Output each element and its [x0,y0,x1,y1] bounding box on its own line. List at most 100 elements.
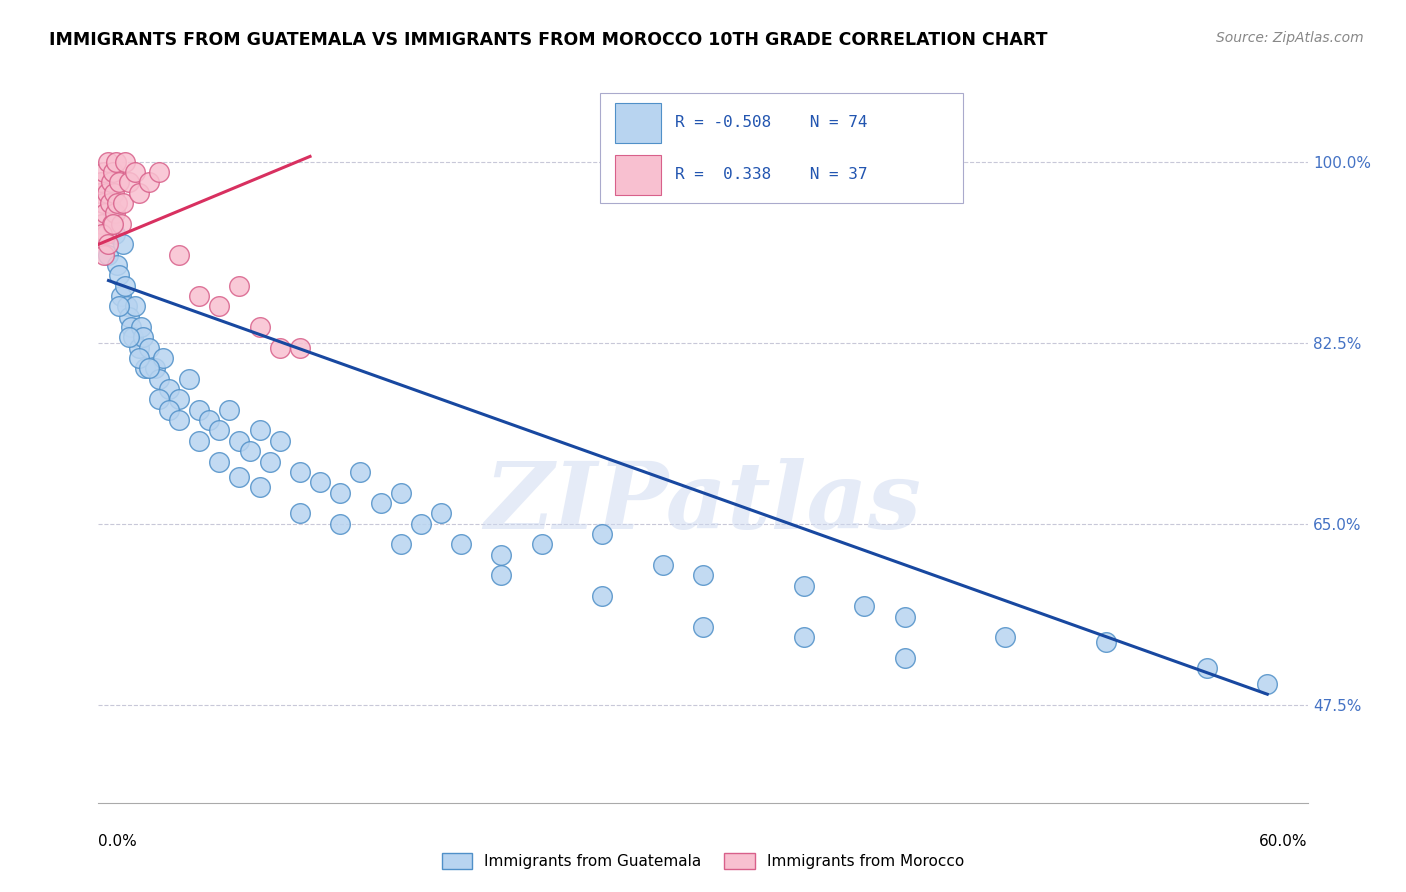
Point [91,227,114,241]
Point [389,485,412,500]
Point [167,392,190,407]
Point [115,299,138,313]
Text: IMMIGRANTS FROM GUATEMALA VS IMMIGRANTS FROM MOROCCO 10TH GRADE CORRELATION CHAR: IMMIGRANTS FROM GUATEMALA VS IMMIGRANTS … [49,31,1047,49]
Point [853,599,876,614]
Point [97,154,120,169]
Point [124,165,146,179]
Text: 60.0%: 60.0% [1260,834,1308,849]
Point [89,186,111,200]
Point [96,186,118,200]
Point [93,196,115,211]
Point [129,320,152,334]
Point [329,485,352,500]
Point [101,217,124,231]
Point [329,516,352,531]
Point [157,382,180,396]
Point [138,361,160,376]
FancyBboxPatch shape [614,155,661,194]
Point [692,568,714,582]
Point [269,434,291,448]
Point [103,206,125,220]
Point [491,548,513,562]
Point [105,196,128,211]
Point [259,454,281,468]
Point [100,217,122,231]
Point [389,537,412,551]
Point [111,237,134,252]
Point [111,196,134,211]
Point [152,351,174,365]
Point [530,537,553,551]
Point [143,361,166,376]
Point [793,630,815,644]
Point [370,496,392,510]
Point [103,227,125,241]
Point [157,402,180,417]
Point [249,320,271,334]
Point [100,175,122,189]
Point [349,465,371,479]
Text: ZIPatlas: ZIPatlas [485,458,921,548]
Point [1095,635,1118,649]
Point [94,206,117,220]
Point [148,392,170,407]
Point [167,413,190,427]
Point [249,424,271,438]
Point [134,361,156,376]
Point [118,310,141,324]
Point [591,589,613,603]
Point [239,444,262,458]
Point [118,330,141,344]
Point [114,154,136,169]
Text: R =  0.338    N = 37: R = 0.338 N = 37 [675,168,868,182]
Point [91,217,114,231]
Point [167,248,190,262]
Point [994,630,1017,644]
Point [148,372,170,386]
Point [97,237,120,252]
Point [288,506,311,520]
Point [208,454,231,468]
Point [893,609,915,624]
Point [101,165,124,179]
Point [188,434,211,448]
Point [198,413,221,427]
Point [107,268,129,283]
Point [132,330,155,344]
Point [104,154,127,169]
Point [288,341,311,355]
Point [124,299,146,313]
Text: Source: ZipAtlas.com: Source: ZipAtlas.com [1216,31,1364,45]
Point [101,206,124,220]
Point [90,175,112,189]
FancyBboxPatch shape [600,93,963,203]
Point [105,258,128,272]
Point [309,475,332,490]
Point [208,424,231,438]
Legend: Immigrants from Guatemala, Immigrants from Morocco: Immigrants from Guatemala, Immigrants fr… [436,847,970,875]
Point [107,175,129,189]
Point [218,402,240,417]
Point [430,506,453,520]
Text: 0.0%: 0.0% [98,834,138,849]
Point [121,330,143,344]
Point [893,651,915,665]
Text: R = -0.508    N = 74: R = -0.508 N = 74 [675,115,868,130]
Point [120,320,142,334]
Point [97,248,120,262]
Point [288,465,311,479]
Point [269,341,291,355]
Point [1256,677,1278,691]
Point [249,480,271,494]
Point [228,470,250,484]
Point [138,175,160,189]
Point [93,248,115,262]
Point [491,568,513,582]
Point [128,341,150,355]
Point [450,537,472,551]
Point [107,299,129,313]
Point [228,278,250,293]
Point [110,217,132,231]
Point [208,299,231,313]
Point [179,372,201,386]
